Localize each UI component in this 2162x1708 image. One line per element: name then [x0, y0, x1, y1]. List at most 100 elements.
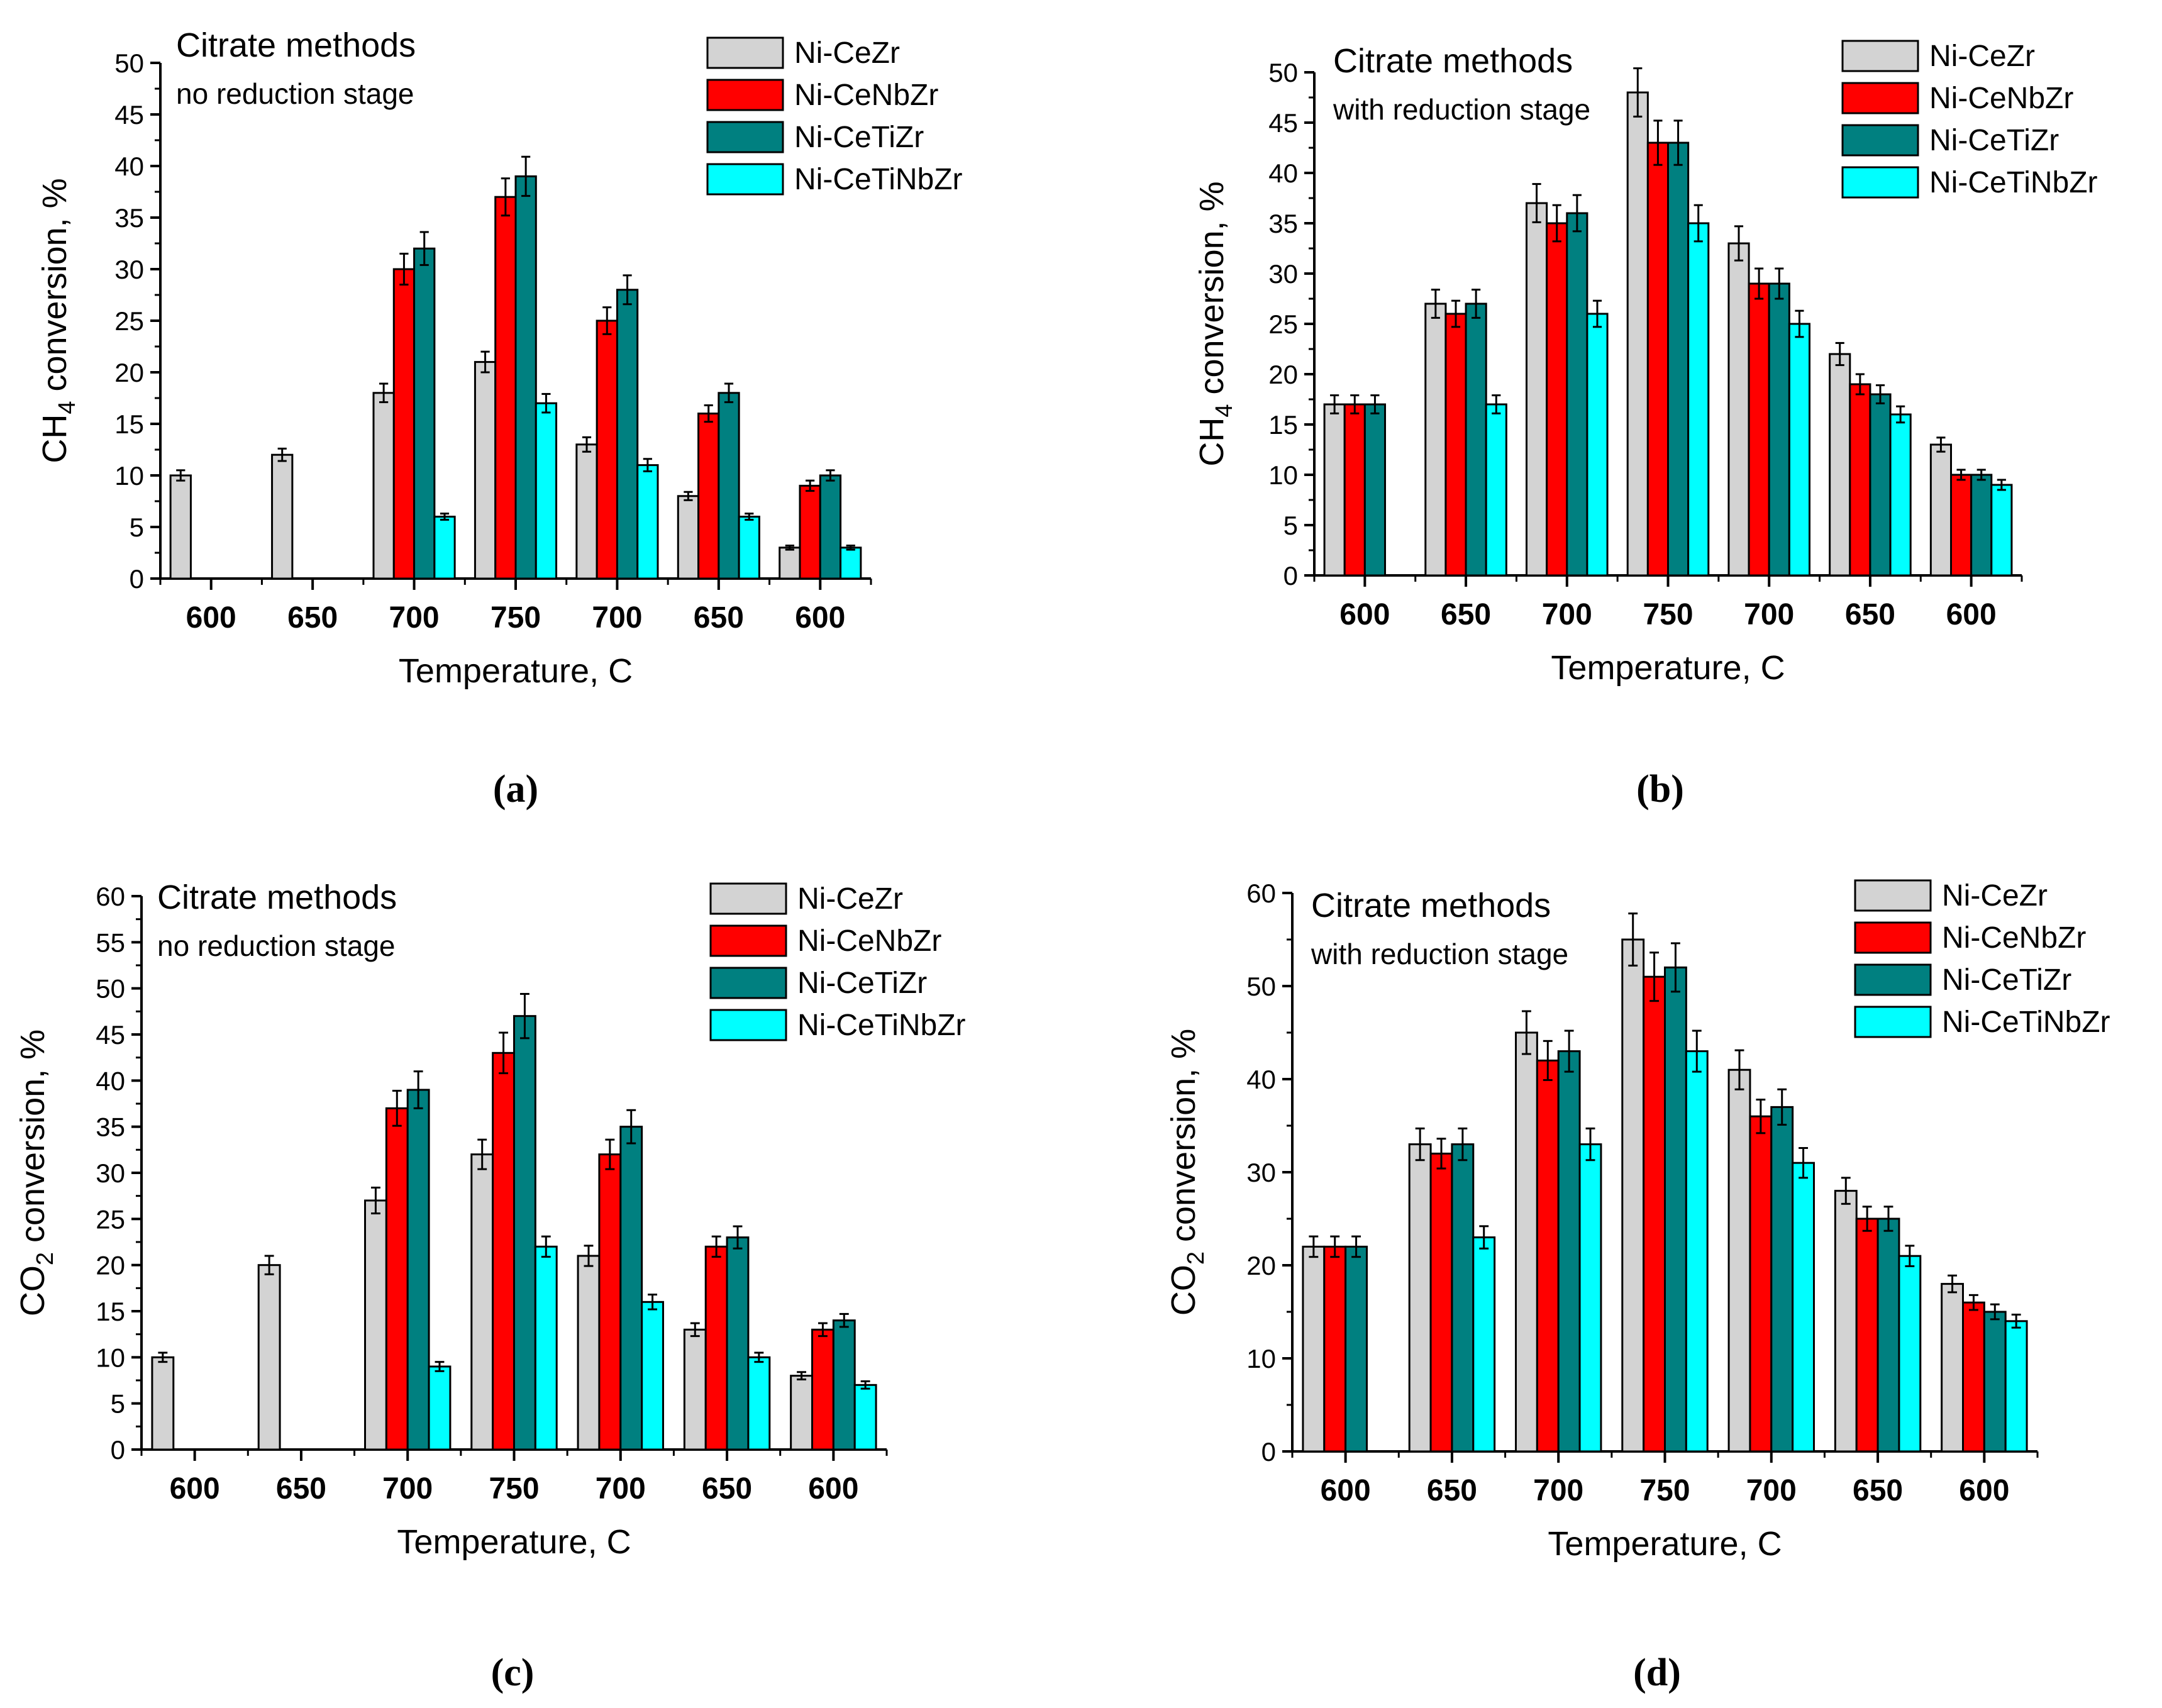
- chart-panel-d: 0 10 20 30 40 50 60 600 650 700 750 700 650 600 Temper…: [1165, 879, 2110, 1694]
- legend-swatch-ni-cenbzr: [706, 79, 784, 111]
- bar-ni-cenbzr-4: [596, 319, 618, 580]
- x-axis-title: Temperature, C: [399, 652, 633, 690]
- y-tick-label: 20: [1246, 1251, 1276, 1280]
- bar-ni-cezr-4: [1727, 242, 1750, 577]
- y-tick-label: 50: [1246, 972, 1276, 1001]
- y-tick-label: 10: [1246, 1344, 1276, 1373]
- bar-ni-cetizr-1: [1465, 302, 1487, 577]
- bar-ni-cenbzr-4: [1749, 1115, 1773, 1453]
- legend-swatch-ni-cezr: [1841, 40, 1919, 72]
- bar-ni-cezr-3: [470, 1153, 494, 1451]
- legend-label: Ni-CeZr: [794, 36, 900, 70]
- y-tick-label: 15: [96, 1297, 125, 1326]
- legend-swatch-ni-cezr: [709, 882, 787, 915]
- y-tick-label: 50: [96, 974, 125, 1004]
- y-axis-title: CO2 conversion, %: [1165, 1029, 1209, 1316]
- legend-label: Ni-CeTiNbZr: [797, 1009, 966, 1042]
- legend-label: Ni-CeNbZr: [794, 79, 938, 112]
- y-tick-label: 55: [96, 928, 125, 957]
- bar-ni-cenbzr-3: [1643, 975, 1666, 1453]
- y-axis-title-text: conversion, %: [36, 178, 74, 401]
- y-tick-label: 35: [96, 1112, 125, 1142]
- x-tick-label: 750: [489, 1472, 539, 1506]
- y-tick-label: 50: [114, 48, 144, 78]
- bar-ni-cetizr-3: [514, 175, 537, 580]
- bar-ni-cezr-3: [1621, 938, 1645, 1453]
- y-tick-label: 15: [1268, 410, 1298, 440]
- legend-label: Ni-CeNbZr: [1942, 921, 2086, 955]
- x-tick-label: 700: [1746, 1474, 1797, 1507]
- x-axis-title: Temperature, C: [397, 1523, 631, 1561]
- legend-swatch-ni-cezr: [706, 36, 784, 69]
- y-tick-label: 25: [96, 1204, 125, 1234]
- legend-label: Ni-CeZr: [1942, 879, 2048, 912]
- bar-ni-cetinbzr-6: [840, 546, 862, 580]
- bar-ni-cenbzr-5: [1855, 1217, 1879, 1453]
- x-tick-label: 700: [592, 601, 642, 635]
- y-axis-title-formula: CO: [1165, 1265, 1202, 1316]
- y-tick-label: 30: [1246, 1158, 1276, 1187]
- y-tick-label: 40: [1268, 158, 1298, 188]
- y-tick-label: 45: [96, 1020, 125, 1050]
- y-tick-label: 0: [130, 564, 144, 594]
- y-tick-label: 0: [111, 1435, 125, 1465]
- bar-ni-cezr-0: [169, 474, 192, 580]
- legend-label: Ni-CeTiZr: [1929, 124, 2059, 157]
- y-tick-label: 0: [1283, 561, 1298, 591]
- y-tick-label: 5: [1283, 511, 1298, 540]
- bar-ni-cetizr-4: [1768, 282, 1790, 577]
- panel-caption: (b): [1636, 768, 1684, 811]
- legend-swatch-ni-cetinbzr: [706, 163, 784, 196]
- panel-caption: (c): [491, 1651, 535, 1694]
- bar-ni-cezr-2: [364, 1199, 387, 1451]
- x-tick-label: 750: [1639, 1474, 1690, 1507]
- x-tick-label: 650: [1853, 1474, 1903, 1507]
- bar-ni-cenbzr-6: [1950, 474, 1973, 577]
- legend-label: Ni-CeNbZr: [797, 924, 941, 958]
- bar-ni-cezr-4: [575, 443, 598, 580]
- x-tick-label: 600: [186, 601, 236, 635]
- bar-ni-cezr-5: [677, 495, 700, 580]
- bar-ni-cenbzr-2: [392, 268, 416, 580]
- x-tick-label: 650: [276, 1472, 326, 1506]
- bar-ni-cezr-2: [372, 392, 395, 580]
- y-tick-label: 40: [114, 152, 144, 181]
- y-tick-label: 60: [96, 882, 125, 911]
- bar-ni-cetizr-2: [413, 247, 436, 580]
- legend-label: Ni-CeTiZr: [1942, 963, 2071, 997]
- x-tick-label: 650: [694, 601, 744, 635]
- x-tick-label: 600: [808, 1472, 858, 1506]
- x-tick-label: 750: [491, 601, 541, 635]
- x-tick-label: 750: [1643, 598, 1693, 631]
- bar-ni-cetinbzr-5: [747, 1356, 771, 1451]
- x-tick-label: 600: [1321, 1474, 1371, 1507]
- bar-ni-cenbzr-2: [1546, 222, 1568, 577]
- y-tick-label: 20: [114, 358, 144, 387]
- bar-ni-cetinbzr-6: [1990, 484, 2013, 577]
- bar-ni-cetinbzr-3: [1685, 1050, 1709, 1453]
- y-tick-label: 40: [1246, 1065, 1276, 1094]
- panel-caption: (d): [1633, 1651, 1681, 1694]
- legend-swatch-ni-cezr: [1854, 879, 1932, 912]
- bar-ni-cenbzr-3: [494, 196, 517, 580]
- legend-swatch-ni-cetizr: [706, 121, 784, 153]
- bar-ni-cetinbzr-6: [2004, 1320, 2028, 1453]
- y-axis-title-text: conversion, %: [14, 1029, 52, 1252]
- chart-panel-b: 0 5 10 15 20 25 30 35 40 45 50 600 650 700 750 700 650 60…: [1193, 40, 2098, 811]
- bar-ni-cezr-3: [474, 361, 497, 580]
- legend-swatch-ni-cetizr: [1841, 124, 1919, 157]
- bar-ni-cetizr-5: [1877, 1217, 1900, 1453]
- bar-ni-cezr-0: [1323, 403, 1346, 577]
- bar-ni-cetizr-4: [619, 1126, 643, 1451]
- bar-ni-cezr-1: [1424, 302, 1447, 577]
- bar-ni-cetizr-5: [726, 1236, 750, 1451]
- x-axis-title: Temperature, C: [1551, 649, 1785, 687]
- bar-ni-cetinbzr-4: [1788, 323, 1811, 577]
- annotation-title: Citrate methods: [1333, 42, 1573, 80]
- bar-ni-cezr-1: [257, 1264, 281, 1451]
- bar-ni-cenbzr-2: [385, 1107, 409, 1451]
- annotation-subtitle: no reduction stage: [176, 77, 414, 110]
- bar-ni-cenbzr-6: [799, 484, 821, 580]
- x-tick-label: 700: [389, 601, 440, 635]
